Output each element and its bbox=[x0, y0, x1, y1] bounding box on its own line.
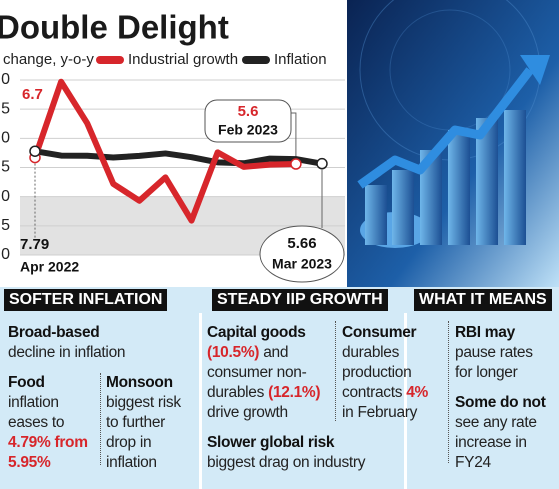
text-span: (12.1%) bbox=[268, 384, 321, 401]
text-line: Some do not bbox=[455, 394, 546, 411]
panel-heading: WHAT IT MEANS bbox=[414, 289, 552, 311]
text-line: see any rate bbox=[455, 414, 537, 431]
text-line: durables bbox=[342, 344, 400, 361]
x-tick-label: Feb 2023 bbox=[218, 122, 278, 138]
panel-heading: STEADY IIP GROWTH bbox=[212, 289, 388, 311]
text-line: inflation bbox=[8, 394, 59, 411]
deco-bar bbox=[365, 185, 387, 245]
text-line: in February bbox=[342, 404, 418, 421]
deco-arrowhead bbox=[520, 55, 550, 85]
text-line: Capital goods bbox=[207, 324, 306, 341]
text-line: Consumer bbox=[342, 324, 417, 341]
deco-bar bbox=[392, 170, 414, 245]
text-line: 5.95% bbox=[8, 454, 51, 471]
text-line: Monsoon bbox=[106, 374, 173, 391]
text-line: to further bbox=[106, 414, 166, 431]
text-line: durables (12.1%) bbox=[207, 383, 321, 403]
text-line: Broad-based bbox=[8, 324, 100, 341]
y-axis-label: change, y-o-y bbox=[3, 51, 94, 68]
text-line: for longer bbox=[455, 364, 518, 381]
data-label: 5.6 bbox=[238, 103, 259, 120]
text-span: 4% bbox=[406, 384, 429, 401]
point-marker bbox=[290, 158, 302, 170]
illustration bbox=[347, 0, 559, 287]
series-line bbox=[32, 78, 299, 224]
divider bbox=[199, 313, 202, 489]
chart: Double Delight change, y-o-y Industrial … bbox=[0, 0, 559, 287]
divider bbox=[335, 321, 336, 421]
text-line: contracts 4% bbox=[342, 383, 428, 403]
y-tick-label: 0 bbox=[1, 188, 10, 205]
data-label: 6.7 bbox=[22, 86, 43, 103]
text-line: drop in bbox=[106, 434, 152, 451]
callout-box bbox=[259, 225, 345, 283]
series-line bbox=[32, 148, 325, 167]
text-span: contracts bbox=[342, 384, 407, 401]
panels: SOFTER INFLATION STEADY IIP GROWTH WHAT … bbox=[0, 287, 559, 489]
text-line: drive growth bbox=[207, 404, 288, 421]
divider bbox=[448, 321, 449, 463]
y-tick-label: 5 bbox=[1, 217, 10, 234]
text-line: (10.5%) and bbox=[207, 343, 288, 363]
deco-bar bbox=[476, 118, 498, 245]
text-line: decline in inflation bbox=[8, 344, 126, 361]
text-line: increase in bbox=[455, 434, 527, 451]
divider bbox=[404, 313, 407, 489]
text-line: Slower global risk bbox=[207, 434, 335, 451]
text-line: eases to bbox=[8, 414, 65, 431]
text-line: RBI may bbox=[455, 324, 515, 341]
text-line: Food bbox=[8, 374, 45, 391]
x-tick-label: Apr 2022 bbox=[20, 259, 79, 275]
leader bbox=[291, 112, 297, 158]
deco-arrow bbox=[357, 67, 534, 189]
divider bbox=[100, 373, 101, 465]
text-line: pause rates bbox=[455, 344, 533, 361]
text-line: consumer non- bbox=[207, 364, 307, 381]
panel-heading: SOFTER INFLATION bbox=[4, 289, 168, 311]
x-tick-label: Mar 2023 bbox=[272, 256, 332, 272]
data-label: 7.79 bbox=[20, 236, 49, 253]
text-span: durables bbox=[207, 384, 269, 401]
text-line: 4.79% from bbox=[8, 434, 88, 451]
text-span: and bbox=[259, 344, 289, 361]
text-line: FY24 bbox=[455, 454, 491, 471]
data-label: 5.66 bbox=[287, 235, 316, 252]
y-tick-label: 5 bbox=[1, 159, 10, 176]
text-line: biggest drag on industry bbox=[207, 454, 366, 471]
text-line: biggest risk bbox=[106, 394, 181, 411]
point-marker bbox=[316, 157, 328, 170]
y-tick-label: 0 bbox=[1, 246, 10, 263]
deco-bar bbox=[448, 130, 470, 245]
y-tick-label: 5 bbox=[1, 100, 10, 117]
text-line: inflation bbox=[106, 454, 157, 471]
legend: Industrial growth Inflation bbox=[96, 51, 327, 68]
point-marker bbox=[29, 145, 41, 157]
callout-box bbox=[204, 99, 292, 143]
legend-label: Inflation bbox=[274, 51, 327, 68]
legend-label: Industrial growth bbox=[128, 51, 238, 68]
text-line: production bbox=[342, 364, 412, 381]
deco-bar bbox=[504, 110, 526, 245]
y-tick-label: 0 bbox=[1, 130, 10, 147]
deco-bar bbox=[420, 150, 442, 245]
text-span: (10.5%) bbox=[207, 344, 260, 361]
y-tick-label: 0 bbox=[1, 71, 10, 88]
chart-title: Double Delight bbox=[0, 9, 229, 46]
